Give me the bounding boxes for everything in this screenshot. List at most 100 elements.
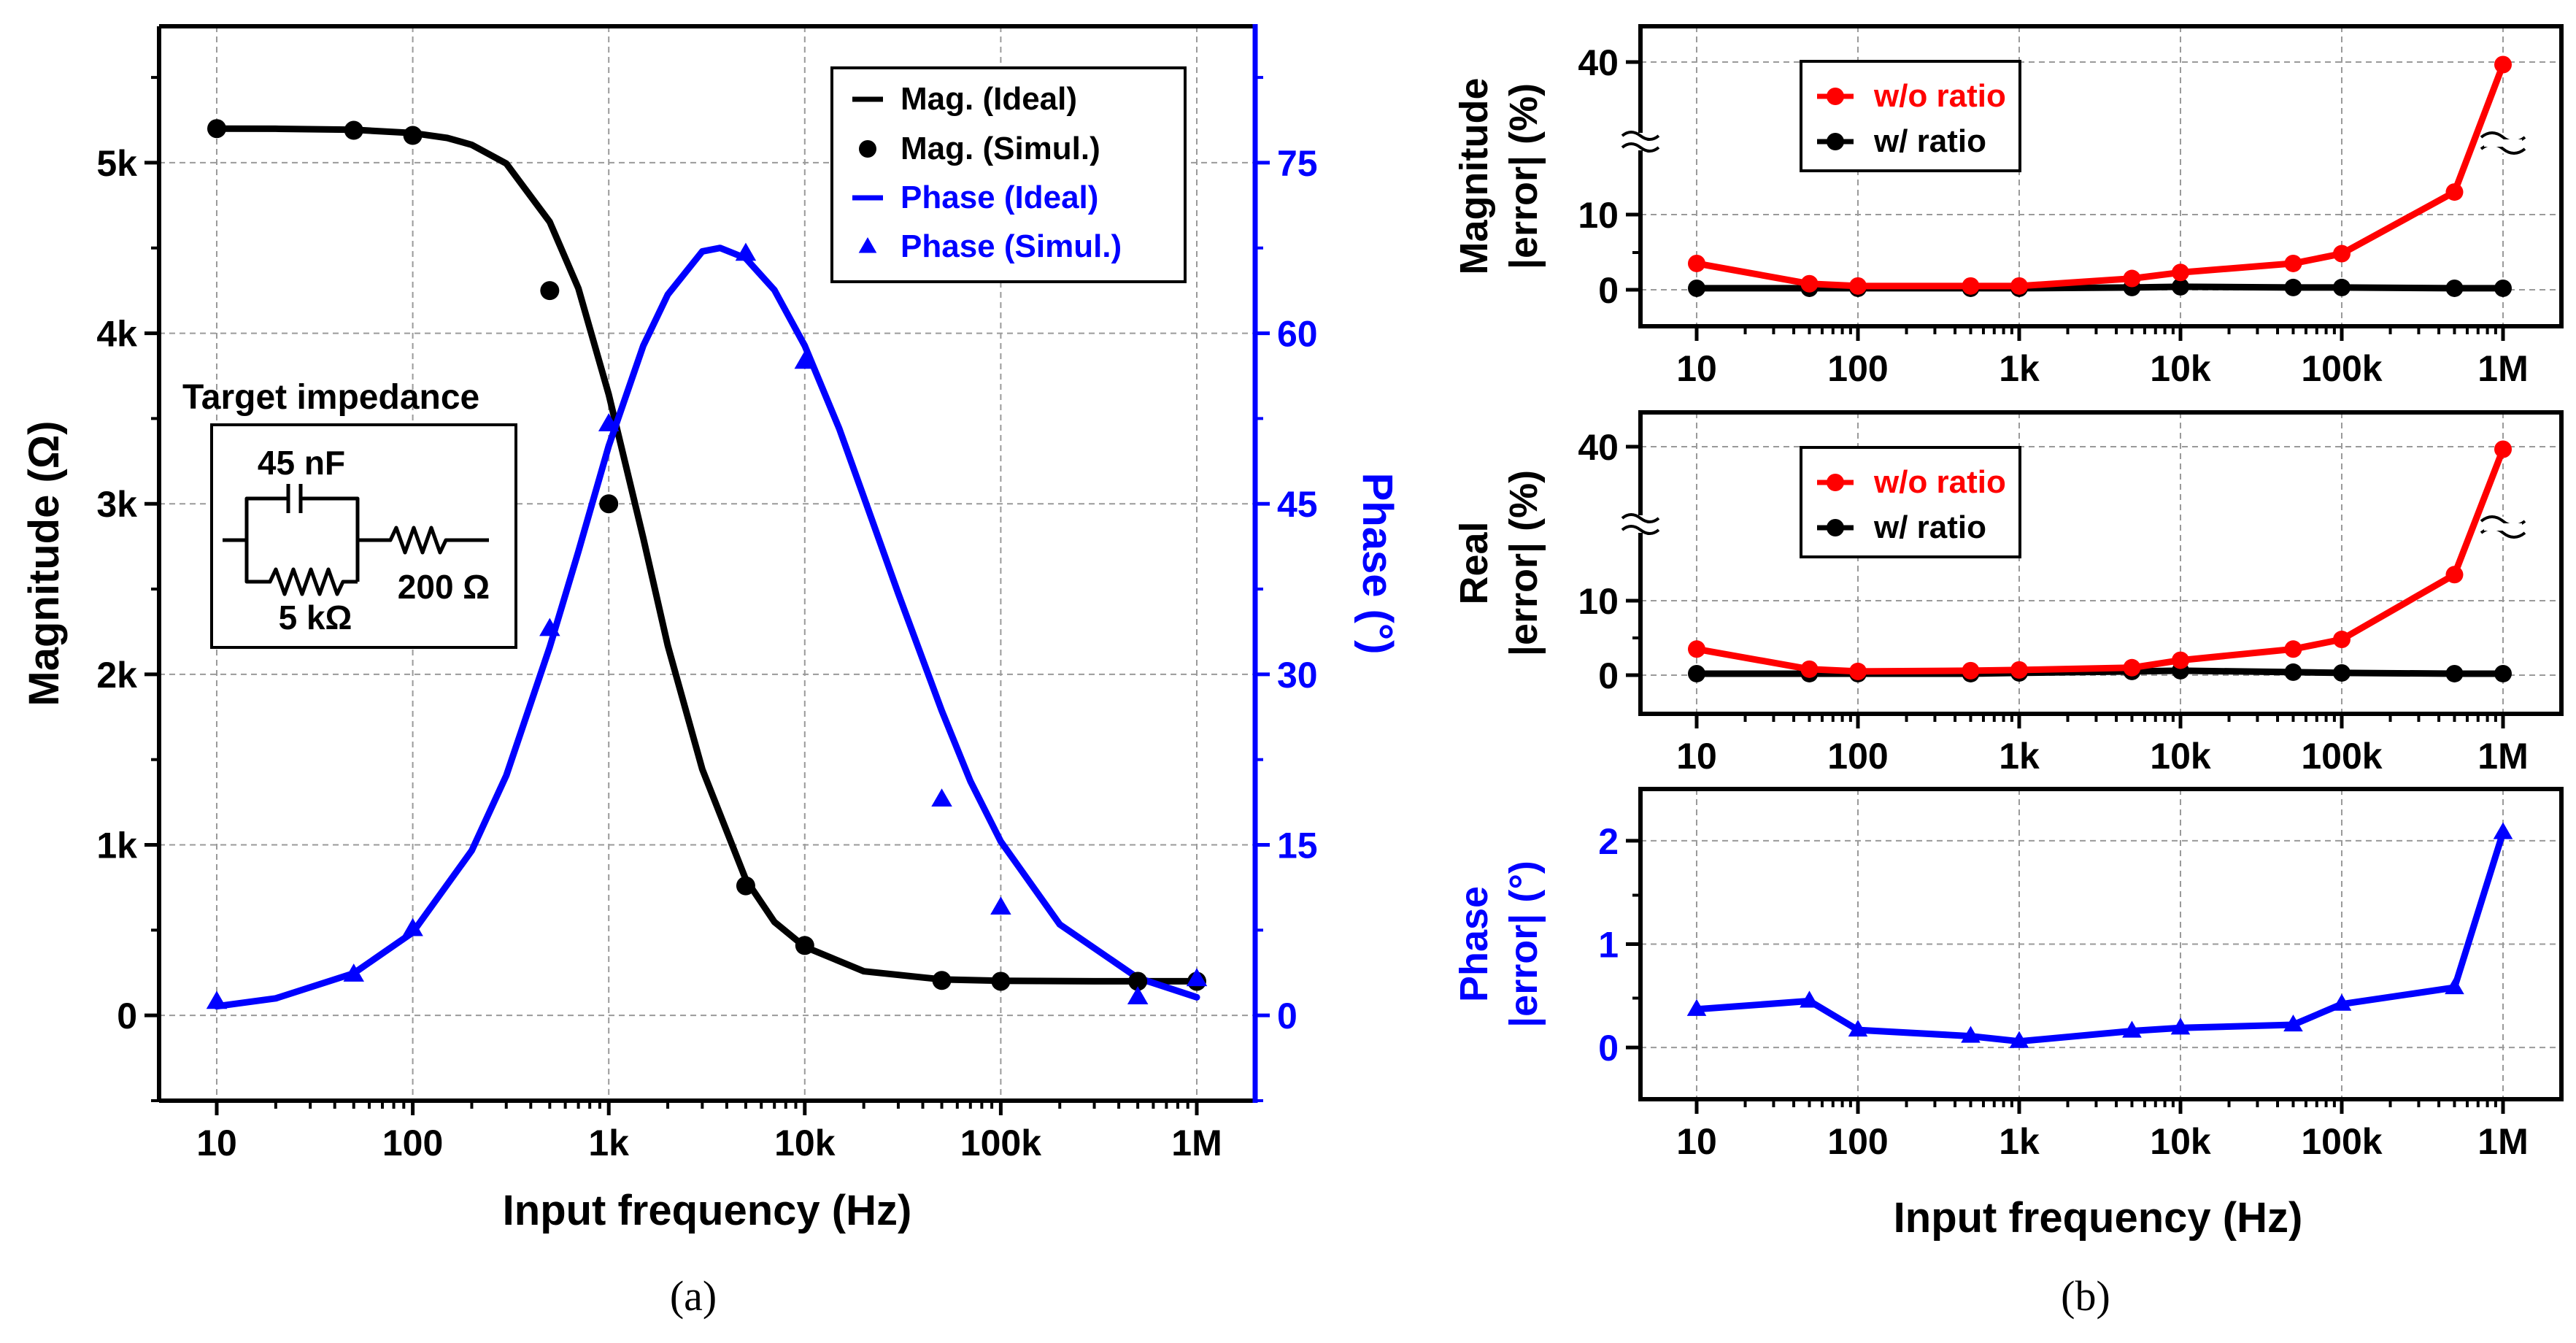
- series-marker: [1962, 661, 1980, 680]
- axis-break: [1621, 513, 2526, 539]
- marker-mag-simul: [344, 120, 363, 140]
- y2-axis-label: Phase (°): [1354, 473, 1401, 655]
- legend-label: Mag. (Simul.): [901, 131, 1100, 166]
- legend-swatch-marker: [1827, 88, 1844, 105]
- y-axis-label-line2: |error| (°): [1502, 861, 1546, 1028]
- legend-box: [1800, 446, 2021, 558]
- series-break-cover: [2484, 139, 2522, 147]
- y-axis-label-line1: Phase: [1452, 886, 1496, 1002]
- x-tick-label: 100: [1827, 348, 1888, 389]
- x-tick-label: 100k: [960, 1123, 1041, 1163]
- series-marker: [1800, 274, 1819, 293]
- legend: w/o ratio w/ ratio: [1800, 446, 2021, 558]
- x-tick-label: 1M: [2477, 736, 2528, 777]
- y2-tick-label: 30: [1277, 655, 1318, 696]
- x-tick-label: 100: [382, 1123, 443, 1163]
- y2-tick-label: 45: [1277, 484, 1318, 525]
- series-marker: [2010, 661, 2028, 679]
- series-marker: [2493, 822, 2513, 839]
- axes-frame: [1638, 410, 2564, 716]
- y-axis-label-line1: Magnitude: [1452, 78, 1496, 275]
- series-marker: [1688, 279, 1705, 297]
- series-marker: [2333, 245, 2351, 263]
- series-marker: [1800, 660, 1819, 678]
- y-tick-label: 1k: [96, 826, 137, 866]
- marker-mag-simul: [207, 119, 226, 139]
- series-marker: [2332, 993, 2352, 1011]
- x-tick-label: 100k: [2301, 348, 2382, 389]
- marker-mag-simul: [403, 126, 423, 145]
- series-marker: [2494, 440, 2512, 458]
- axis-break-mark: [1621, 142, 1660, 153]
- y-tick-label: 4k: [96, 314, 137, 355]
- series-marker: [2333, 278, 2351, 296]
- axis-break-mark: [1621, 525, 1660, 535]
- series-marker: [2494, 279, 2512, 297]
- series-marker: [2445, 183, 2464, 201]
- series-marker: [2494, 55, 2512, 74]
- series-marker: [2284, 278, 2302, 296]
- x-tick-label: 1k: [1999, 736, 2040, 777]
- marker-phase-simul: [206, 990, 228, 1009]
- series-marker: [2445, 279, 2464, 297]
- marker-phase-simul: [1127, 986, 1149, 1005]
- y-axis-label-line1: Real: [1452, 521, 1496, 604]
- y2-tick-label: 0: [1277, 996, 1297, 1036]
- y-tick-label: 2k: [96, 655, 137, 696]
- y-axis-label-line2: |error| (%): [1502, 470, 1546, 656]
- legend-label: w/o ratio: [1873, 464, 2006, 500]
- y-tick-label: 0: [1598, 655, 1619, 696]
- marker-phase-simul: [598, 413, 620, 431]
- marker-phase-simul: [735, 242, 757, 261]
- y2-tick-label: 75: [1277, 143, 1318, 184]
- series-marker: [2333, 631, 2351, 649]
- series-marker: [1849, 662, 1867, 680]
- x-tick-label: 10: [196, 1123, 237, 1163]
- x-tick-label: 10: [1676, 348, 1717, 389]
- x-tick-label: 10: [1676, 1121, 1717, 1162]
- series-marker: [2284, 663, 2302, 681]
- marker-phase-simul: [402, 917, 423, 936]
- series-marker: [2333, 663, 2351, 682]
- inset-wire: [301, 496, 360, 582]
- marker-phase-simul: [343, 963, 364, 982]
- series-marker: [2123, 269, 2141, 288]
- inset-target-impedance: Target impedance 45 nF 5 kΩ 200 Ω: [182, 378, 517, 649]
- x-tick-label: 1M: [1171, 1123, 1222, 1163]
- axes-frame: [1638, 24, 2564, 328]
- axis-break-mark: [1621, 131, 1660, 141]
- x-tick-label: 100k: [2301, 1121, 2382, 1162]
- x-tick-label: 100: [1827, 1121, 1888, 1162]
- marker-mag-simul: [795, 936, 814, 955]
- chart-b-magnitude-error: 10 100 1k 10k 100k 1M 0 10 40 Magnitude |error| (%…: [1452, 24, 2564, 389]
- legend-swatch-marker: [1827, 133, 1844, 150]
- legend-label: Phase (Simul.): [901, 228, 1122, 264]
- x-tick-label: 1k: [1999, 1121, 2040, 1162]
- marker-mag-simul: [599, 494, 619, 514]
- marker-mag-simul: [736, 876, 755, 896]
- x-tick-label: 10k: [2150, 348, 2211, 389]
- series-line: [1693, 829, 2507, 1045]
- series-marker: [2283, 1015, 2303, 1032]
- legend-label: Phase (Ideal): [901, 180, 1098, 215]
- x-tick-label: 1k: [588, 1123, 629, 1163]
- inset-title: Target impedance: [182, 378, 479, 417]
- y-tick-label: 2: [1598, 821, 1619, 862]
- legend-swatch: [858, 237, 877, 253]
- series-marker: [2445, 566, 2464, 584]
- y2-tick-label: 60: [1277, 314, 1318, 355]
- axis-break: [1621, 131, 2526, 155]
- chart-b-phase-error: 10 100 1k 10k 100k 1M 0 1 2 Phase |error| (°) Input…: [1452, 787, 2564, 1242]
- inset-resistor-5k: [244, 540, 358, 596]
- series-marker: [2172, 277, 2189, 296]
- series-marker: [1961, 1025, 1981, 1043]
- y2-tick-label: 15: [1277, 826, 1318, 866]
- legend-box: [830, 66, 1187, 283]
- marker-mag-simul: [1128, 971, 1148, 991]
- panel-a-label: (a): [670, 1272, 717, 1320]
- series-marker: [1848, 1020, 1868, 1037]
- legend-swatch: [859, 140, 876, 158]
- x-tick-label: 10k: [2150, 736, 2211, 777]
- legend-swatch-marker: [1827, 519, 1844, 536]
- legend-label: w/ ratio: [1873, 509, 1986, 545]
